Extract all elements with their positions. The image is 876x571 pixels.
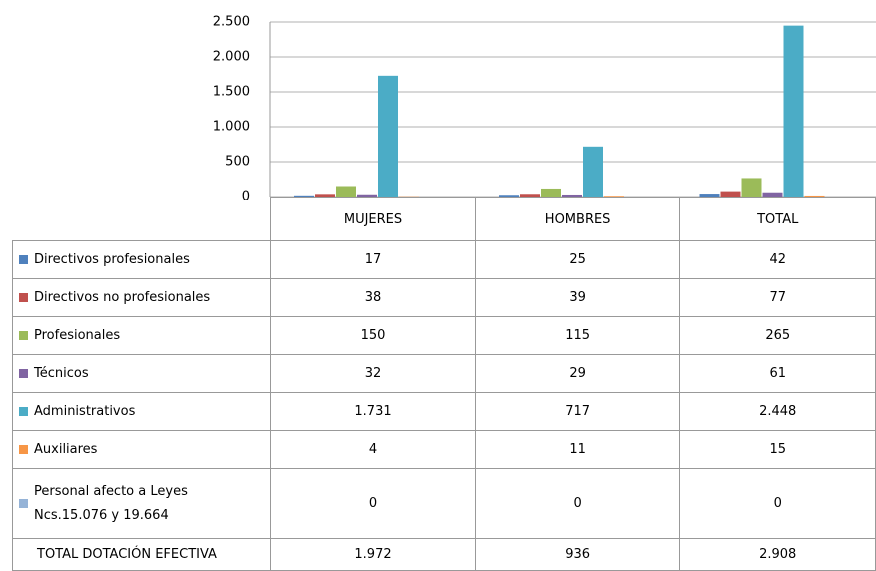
total-cell: 2.908 — [680, 539, 876, 571]
legend-swatch — [19, 293, 28, 302]
total-cell: 936 — [475, 539, 680, 571]
value-cell: 32 — [271, 355, 476, 393]
y-tick-label: 1.500 — [213, 85, 250, 100]
legend-swatch — [19, 499, 28, 508]
total-label: TOTAL DOTACIÓN EFECTIVA — [13, 539, 271, 571]
legend-label: Auxiliares — [34, 438, 254, 462]
legend-cell: Auxiliares — [13, 431, 271, 469]
value-cell: 0 — [271, 469, 476, 539]
legend-label: Directivos no profesionales — [34, 286, 254, 310]
legend-swatch — [19, 369, 28, 378]
value-cell: 2.448 — [680, 393, 876, 431]
category-header: HOMBRES — [475, 198, 680, 241]
value-cell: 42 — [680, 241, 876, 279]
legend-label: Personal afecto a Leyes Ncs.15.076 y 19.… — [34, 480, 254, 528]
legend-label: Administrativos — [34, 400, 254, 424]
category-header: MUJERES — [271, 198, 476, 241]
value-cell: 39 — [475, 279, 680, 317]
value-cell: 61 — [680, 355, 876, 393]
category-header: TOTAL — [680, 198, 876, 241]
bar — [784, 26, 804, 197]
value-cell: 4 — [271, 431, 476, 469]
legend-swatch — [19, 407, 28, 416]
y-tick-label: 1.000 — [213, 120, 250, 135]
value-cell: 150 — [271, 317, 476, 355]
y-tick-label: 2.000 — [213, 50, 250, 65]
y-tick-label: 500 — [225, 155, 250, 170]
legend-swatch — [19, 445, 28, 454]
legend-swatch — [19, 331, 28, 340]
value-cell: 38 — [271, 279, 476, 317]
value-cell: 0 — [680, 469, 876, 539]
legend-cell: Profesionales — [13, 317, 271, 355]
value-cell: 77 — [680, 279, 876, 317]
value-cell: 29 — [475, 355, 680, 393]
bar — [336, 187, 356, 198]
bar — [541, 189, 561, 197]
corner-cell — [13, 198, 271, 241]
legend-cell: Personal afecto a Leyes Ncs.15.076 y 19.… — [13, 469, 271, 539]
value-cell: 0 — [475, 469, 680, 539]
legend-label: Profesionales — [34, 324, 254, 348]
legend-cell: Directivos no profesionales — [13, 279, 271, 317]
value-cell: 265 — [680, 317, 876, 355]
value-cell: 717 — [475, 393, 680, 431]
series-row: Personal afecto a Leyes Ncs.15.076 y 19.… — [13, 469, 876, 539]
value-cell: 115 — [475, 317, 680, 355]
legend-cell: Directivos profesionales — [13, 241, 271, 279]
total-cell: 1.972 — [271, 539, 476, 571]
legend-label: Técnicos — [34, 362, 254, 386]
bar — [742, 178, 762, 197]
bar — [583, 147, 603, 197]
value-cell: 1.731 — [271, 393, 476, 431]
legend-cell: Administrativos — [13, 393, 271, 431]
legend-swatch — [19, 255, 28, 264]
legend-label: Directivos profesionales — [34, 248, 254, 272]
value-cell: 25 — [475, 241, 680, 279]
value-cell: 11 — [475, 431, 680, 469]
value-cell: 15 — [680, 431, 876, 469]
y-tick-label: 2.500 — [213, 15, 250, 30]
legend-cell: Técnicos — [13, 355, 271, 393]
value-cell: 17 — [271, 241, 476, 279]
bar — [378, 76, 398, 197]
